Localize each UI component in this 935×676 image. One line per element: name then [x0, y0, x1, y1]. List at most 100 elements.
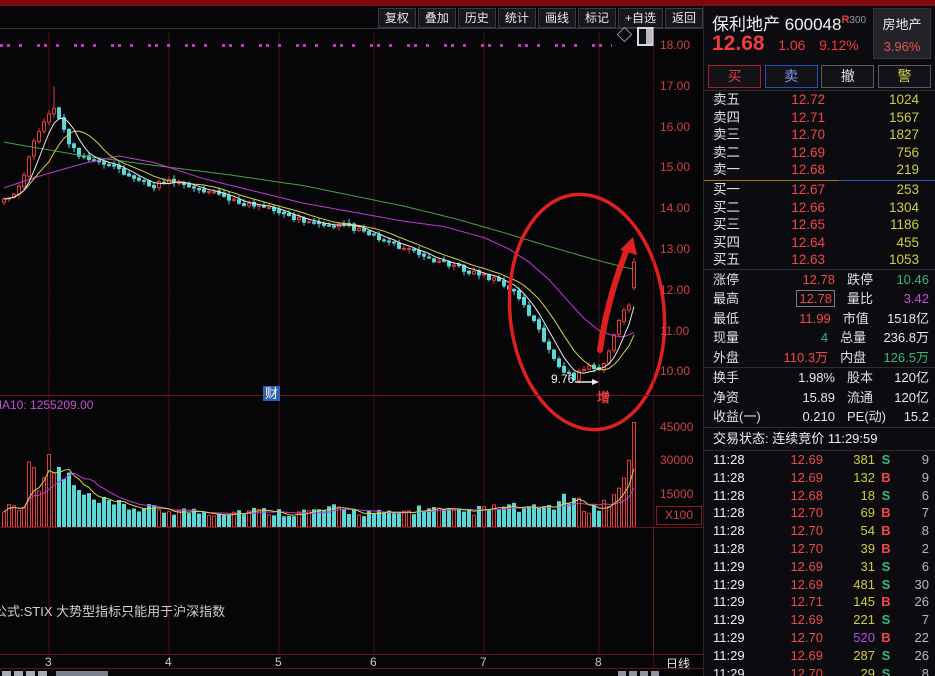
bid-row[interactable]: 买五 12.63 1053	[704, 251, 935, 269]
toolbar-separator	[0, 28, 703, 29]
tick-count: 9	[921, 451, 929, 467]
tick-row: 11:29 12.70 520 B 22	[704, 629, 935, 647]
tick-count: 26	[914, 647, 929, 663]
book-level-label: 卖三	[713, 127, 740, 143]
stat-key: 涨停	[713, 271, 740, 287]
ask-row[interactable]: 卖三 12.70 1827	[704, 126, 935, 144]
tick-volume: 287	[853, 647, 875, 663]
tick-count: 6	[921, 487, 929, 503]
tick-count: 26	[914, 594, 929, 610]
main-chart[interactable]	[0, 0, 703, 676]
book-price: 12.72	[791, 92, 825, 107]
tick-count: 2	[921, 540, 929, 556]
clipped-bottom-text-2	[56, 671, 108, 676]
tick-price: 12.70	[790, 629, 823, 645]
price-axis-label: 11.00	[660, 323, 690, 338]
tick-time: 11:29	[713, 647, 745, 663]
toolbar-button-4[interactable]: 统计	[497, 7, 536, 28]
tick-time: 11:29	[713, 612, 745, 628]
tick-side: B	[881, 629, 891, 645]
month-label-5: 5	[275, 655, 282, 669]
month-label-7: 7	[480, 655, 487, 669]
month-label-4: 4	[165, 655, 172, 669]
book-volume: 253	[896, 181, 919, 197]
book-price: 12.67	[791, 181, 825, 197]
buy-button[interactable]: 买	[708, 64, 761, 88]
book-volume: 1827	[888, 127, 919, 143]
axis-row-bottom-line	[0, 668, 703, 669]
split-window-icon[interactable]	[637, 27, 654, 46]
tick-row: 11:28 12.70 69 B 7	[704, 504, 935, 522]
stat-key: 最低	[713, 310, 740, 326]
toolbar-button-6[interactable]: 标记	[577, 7, 616, 28]
tick-row: 11:28 12.70 39 B 2	[704, 540, 935, 558]
book-price: 12.70	[791, 127, 825, 143]
tick-time: 11:28	[713, 523, 745, 539]
bid-row[interactable]: 买二 12.66 1304	[704, 199, 935, 217]
toolbar-button-1[interactable]: 复权	[377, 7, 416, 28]
tick-row: 11:29 12.69 287 S 26	[704, 647, 935, 665]
stat-key: 净资	[713, 389, 740, 405]
ask-book: 卖五 12.72 1024 卖四 12.71 1567 卖三 12.70 1827 卖二 12.69…	[704, 91, 935, 179]
tick-price: 12.69	[790, 576, 823, 592]
sector-box[interactable]: 房地产 3.96%	[873, 8, 931, 59]
sell-button[interactable]: 卖	[764, 64, 818, 88]
pane-divider-2	[0, 527, 703, 528]
tick-time: 11:29	[713, 665, 745, 676]
tick-time: 11:28	[713, 505, 745, 521]
price-row: 12.68 1.06 9.12%	[712, 32, 859, 56]
tick-side: S	[881, 665, 891, 676]
stat-value: 110.3万	[783, 349, 829, 365]
toolbar-button-5[interactable]: 画线	[537, 7, 576, 28]
price-axis-label: 14.00	[660, 201, 691, 216]
tick-row: 11:29 12.69 31 S 6	[704, 558, 935, 576]
quote-stats-bottom: 换手 1.98% 股本 120亿 净资 15.89 流通 120亿 收益(一) 0.210 PE(动…	[704, 368, 935, 427]
tick-row: 11:29 12.70 29 S 8	[704, 665, 935, 676]
tick-volume: 145	[853, 594, 875, 610]
toolbar-button-3[interactable]: 历史	[457, 7, 496, 28]
stat-key: 量比	[847, 291, 874, 307]
stat-key: 跌停	[847, 271, 874, 287]
ask-row[interactable]: 卖一 12.68 219	[704, 161, 935, 179]
ask-row[interactable]: 卖四 12.71 1567	[704, 109, 935, 127]
toolbar-button-7[interactable]: +自选	[617, 7, 663, 28]
stat-value: 12.78	[802, 271, 835, 287]
month-label-8: 8	[595, 655, 602, 669]
last-price: 12.68	[712, 32, 765, 55]
tick-volume: 132	[853, 469, 875, 485]
stat-row: 涨停 12.78 跌停 10.46	[704, 270, 935, 290]
tick-price: 12.70	[790, 523, 823, 539]
price-change-percent: 9.12%	[819, 37, 859, 53]
top-red-strip	[0, 0, 935, 6]
alert-button[interactable]: 警	[877, 64, 931, 88]
book-volume: 1304	[888, 199, 919, 215]
period-selector[interactable]: 日线	[665, 657, 690, 671]
tick-volume: 381	[853, 451, 875, 467]
month-label-6: 6	[370, 655, 377, 669]
volume-axis-label: 45000	[660, 420, 694, 434]
bid-row[interactable]: 买三 12.65 1186	[704, 216, 935, 234]
cancel-button[interactable]: 撤	[821, 64, 875, 88]
tick-side: S	[881, 451, 891, 467]
tick-side: S	[881, 558, 891, 574]
tick-price: 12.70	[790, 540, 823, 556]
price-axis-label: 12.00	[660, 282, 691, 297]
ask-row[interactable]: 卖二 12.69 756	[704, 144, 935, 162]
order-action-row: 买卖撤警	[704, 62, 935, 90]
stat-value: 4	[820, 330, 829, 346]
stock-title: 保利地产 600048R300	[712, 10, 866, 35]
toolbar-button-8[interactable]: 返回	[664, 7, 703, 28]
sector-change: 3.96%	[883, 39, 921, 54]
tick-side: S	[881, 487, 891, 503]
bid-row[interactable]: 买一 12.67 253	[704, 181, 935, 199]
toolbar-button-2[interactable]: 叠加	[417, 7, 456, 28]
tick-side: B	[881, 594, 891, 610]
ask-row[interactable]: 卖五 12.72 1024	[704, 91, 935, 109]
bid-row[interactable]: 买四 12.64 455	[704, 234, 935, 252]
tick-side: B	[881, 469, 891, 485]
indicator-dotted-line	[0, 44, 612, 47]
watermark-badge: 财	[263, 386, 281, 401]
volume-unit-label: X100	[656, 506, 702, 525]
stat-key: 最高	[713, 291, 740, 307]
tick-volume: 18	[860, 487, 875, 503]
